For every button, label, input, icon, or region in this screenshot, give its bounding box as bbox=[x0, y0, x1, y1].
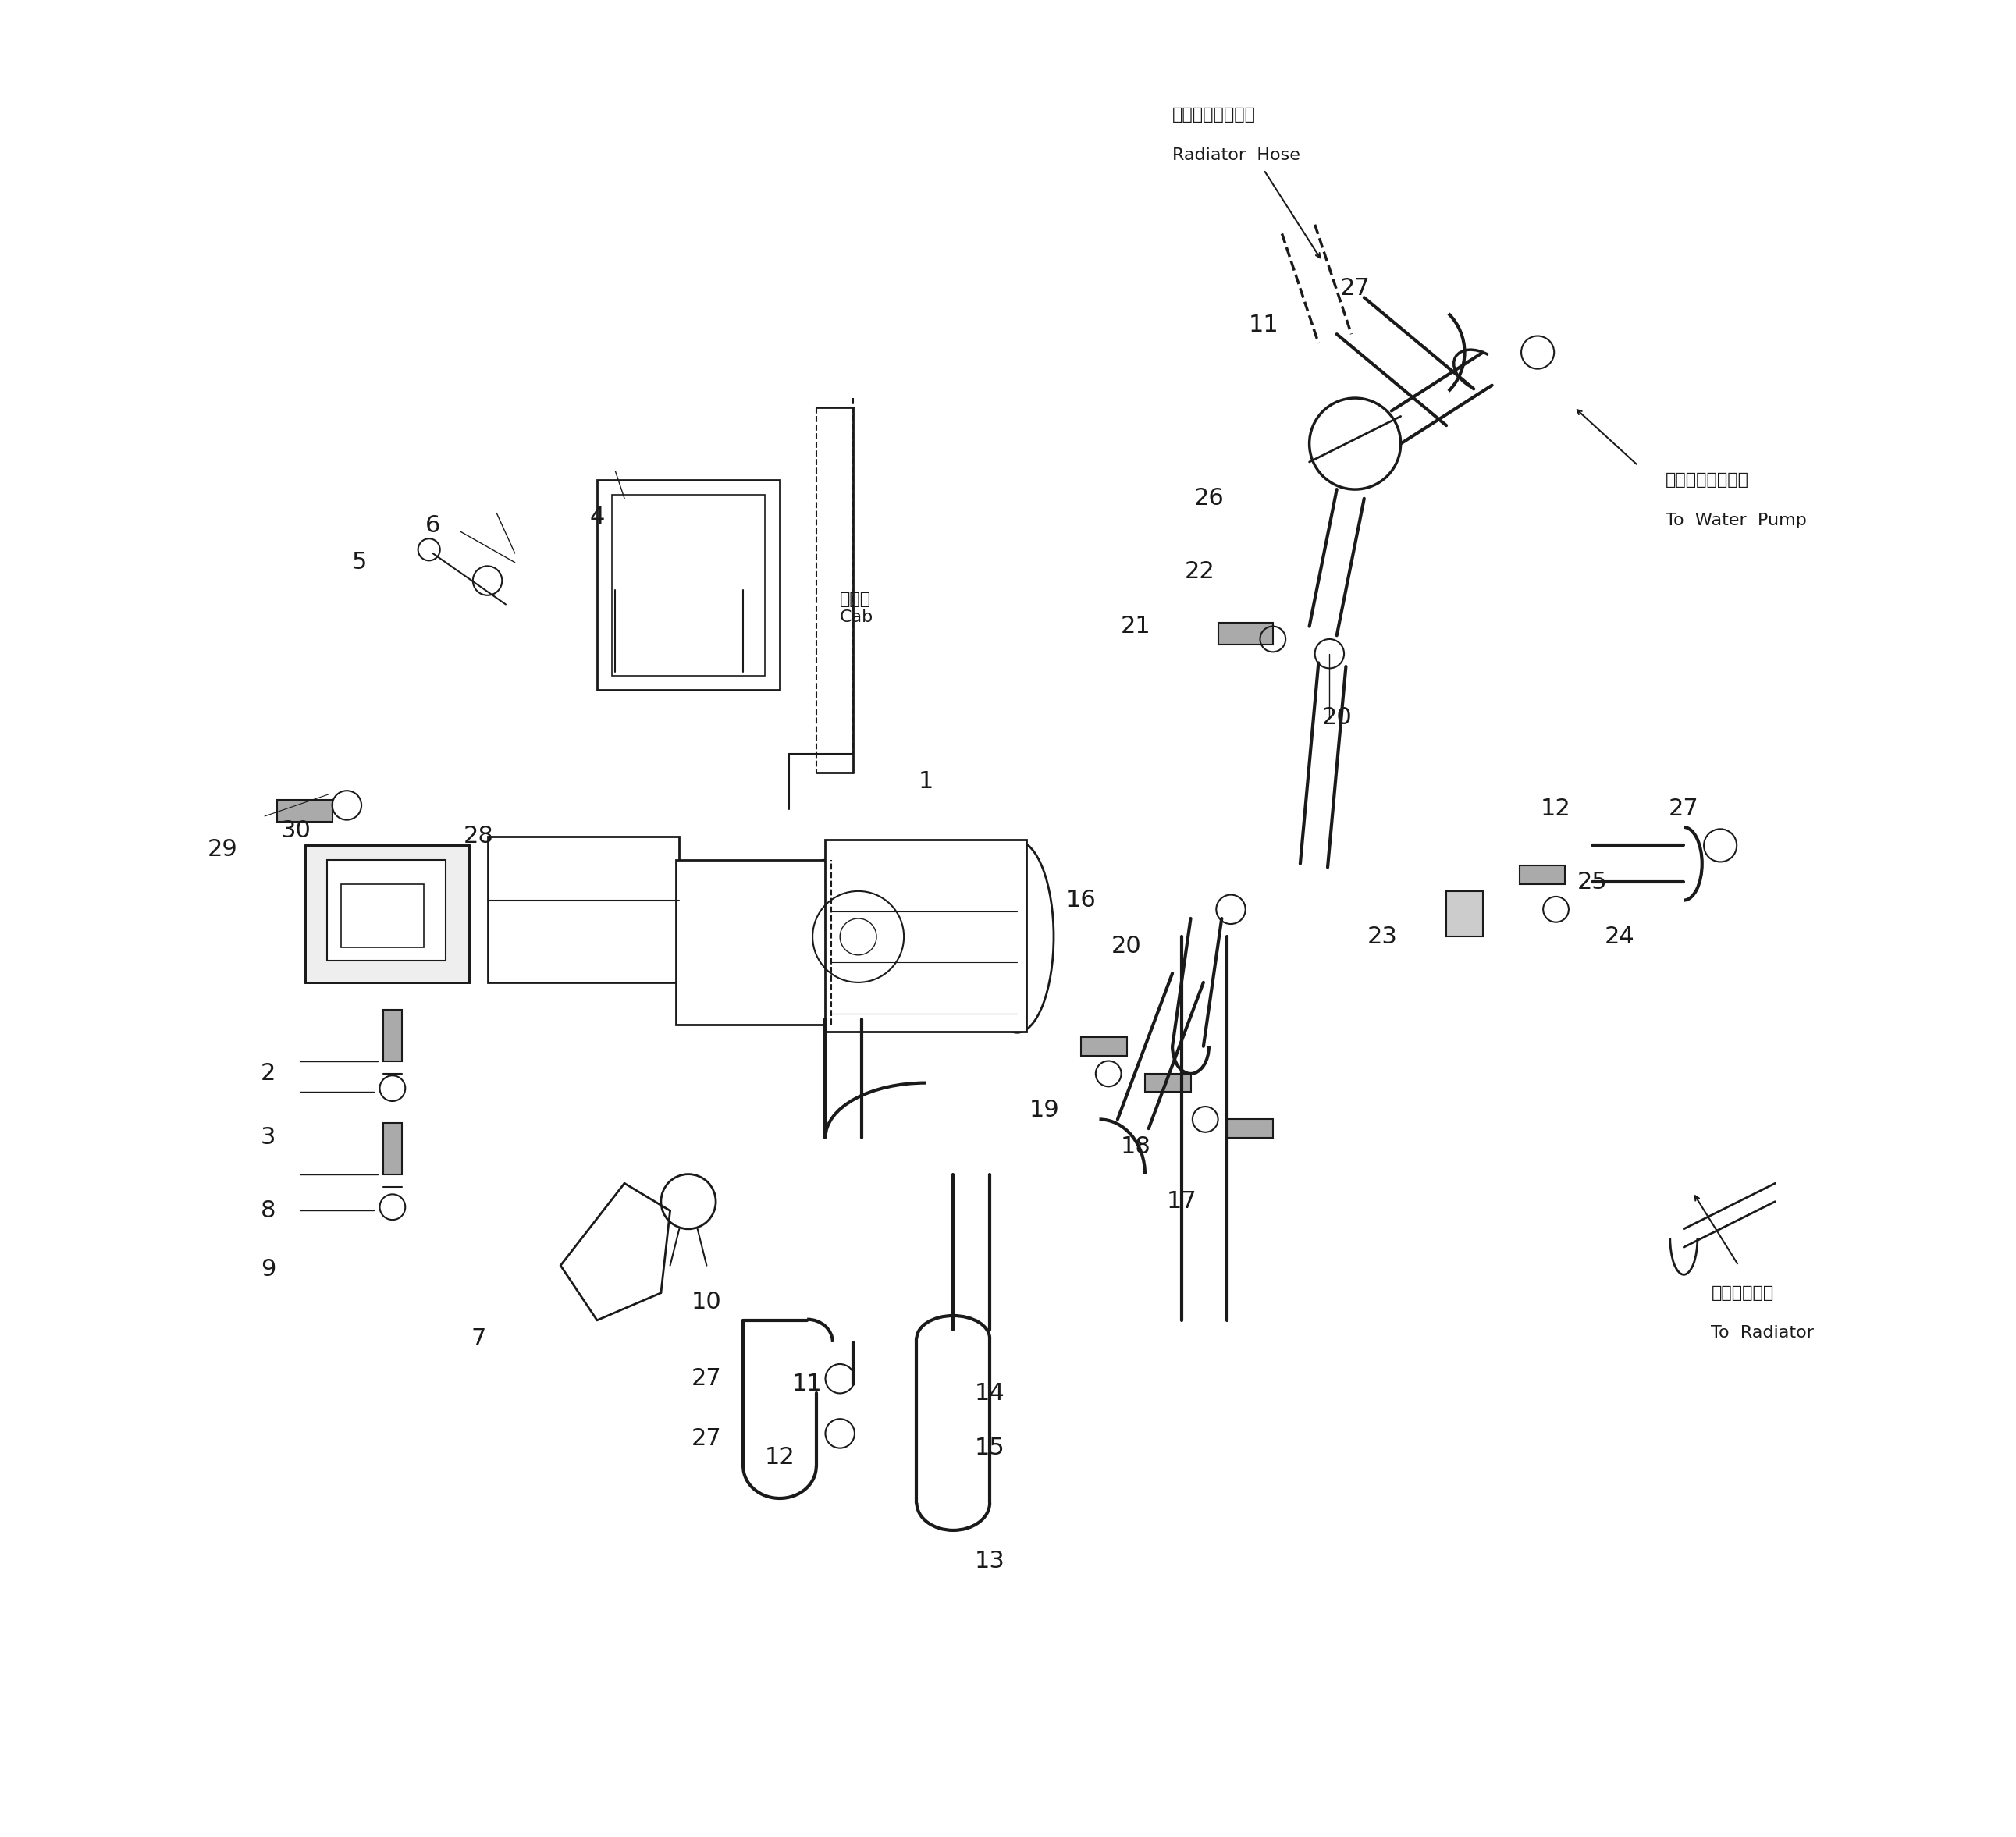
Text: 27: 27 bbox=[691, 1367, 722, 1391]
Text: 9: 9 bbox=[260, 1258, 276, 1280]
Text: 20: 20 bbox=[1322, 705, 1353, 729]
Bar bbox=[1081, 1038, 1127, 1056]
Text: ラジエータホース: ラジエータホース bbox=[1173, 107, 1256, 123]
Bar bbox=[304, 845, 470, 983]
Text: 1: 1 bbox=[917, 770, 933, 794]
Text: 24: 24 bbox=[1605, 926, 1635, 948]
Text: 3: 3 bbox=[260, 1126, 276, 1148]
Text: ラジエータヘ: ラジエータヘ bbox=[1712, 1286, 1774, 1301]
Text: 19: 19 bbox=[1030, 1099, 1060, 1122]
Text: 7: 7 bbox=[472, 1326, 486, 1350]
Text: 8: 8 bbox=[260, 1200, 276, 1222]
Text: 16: 16 bbox=[1066, 889, 1097, 911]
Text: 27: 27 bbox=[1669, 797, 1699, 821]
Text: 28: 28 bbox=[464, 825, 494, 847]
Text: ウォータポンプヘ: ウォータポンプヘ bbox=[1665, 472, 1750, 489]
Text: 27: 27 bbox=[691, 1427, 722, 1449]
Text: 25: 25 bbox=[1577, 871, 1607, 893]
Text: To  Radiator: To Radiator bbox=[1712, 1324, 1814, 1341]
Text: 5: 5 bbox=[353, 551, 367, 573]
Text: 18: 18 bbox=[1121, 1135, 1151, 1157]
Text: 4: 4 bbox=[589, 505, 605, 527]
Text: 13: 13 bbox=[974, 1550, 1004, 1572]
Text: 15: 15 bbox=[974, 1437, 1004, 1459]
Bar bbox=[383, 1010, 401, 1062]
Text: 22: 22 bbox=[1185, 560, 1216, 582]
Text: 27: 27 bbox=[1341, 277, 1371, 299]
Bar bbox=[675, 860, 831, 1025]
Bar bbox=[1445, 891, 1484, 937]
Text: 12: 12 bbox=[1540, 797, 1570, 821]
Text: キャブ
Cab: キャブ Cab bbox=[841, 592, 873, 625]
Text: 6: 6 bbox=[425, 514, 439, 536]
Text: 26: 26 bbox=[1193, 487, 1224, 511]
Text: 12: 12 bbox=[764, 1446, 794, 1468]
Bar bbox=[597, 479, 780, 691]
Bar bbox=[1145, 1073, 1191, 1091]
Text: 10: 10 bbox=[691, 1291, 722, 1313]
Text: To  Water  Pump: To Water Pump bbox=[1665, 513, 1806, 529]
Bar bbox=[1228, 1119, 1272, 1137]
Bar bbox=[825, 840, 1026, 1032]
Bar bbox=[611, 494, 766, 676]
Ellipse shape bbox=[980, 841, 1054, 1032]
Bar bbox=[488, 836, 679, 983]
Text: 20: 20 bbox=[1111, 935, 1141, 957]
Bar bbox=[278, 799, 333, 821]
Text: 30: 30 bbox=[280, 819, 310, 841]
Text: 11: 11 bbox=[1248, 314, 1278, 336]
Bar bbox=[383, 1122, 401, 1174]
Bar bbox=[341, 884, 423, 948]
Text: 21: 21 bbox=[1121, 615, 1151, 637]
Text: 17: 17 bbox=[1167, 1190, 1198, 1212]
Text: 23: 23 bbox=[1367, 926, 1397, 948]
Text: Radiator  Hose: Radiator Hose bbox=[1173, 147, 1300, 163]
Bar bbox=[1218, 623, 1272, 645]
Text: 11: 11 bbox=[792, 1372, 823, 1396]
Bar bbox=[327, 860, 446, 961]
Text: 14: 14 bbox=[974, 1381, 1004, 1405]
Text: 29: 29 bbox=[208, 838, 238, 860]
Text: 2: 2 bbox=[260, 1062, 276, 1086]
Ellipse shape bbox=[788, 860, 863, 1025]
Bar bbox=[1520, 865, 1564, 884]
